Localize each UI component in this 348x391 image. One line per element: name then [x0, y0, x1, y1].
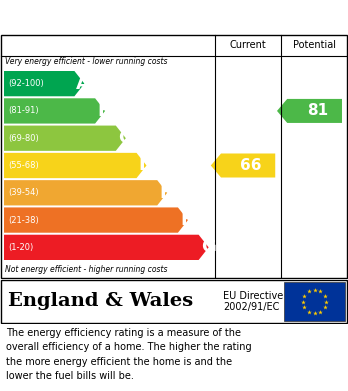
Text: D: D	[139, 156, 153, 174]
Text: Very energy efficient - lower running costs: Very energy efficient - lower running co…	[5, 57, 167, 66]
Text: B: B	[97, 102, 111, 120]
Polygon shape	[4, 208, 188, 233]
Text: (81-91): (81-91)	[8, 106, 39, 115]
Text: EU Directive
2002/91/EC: EU Directive 2002/91/EC	[223, 291, 283, 312]
Text: England & Wales: England & Wales	[8, 292, 193, 310]
Text: F: F	[180, 211, 192, 229]
Text: (55-68): (55-68)	[8, 161, 39, 170]
Text: (1-20): (1-20)	[8, 243, 33, 252]
Polygon shape	[277, 99, 342, 123]
Text: G: G	[201, 239, 215, 256]
Polygon shape	[4, 98, 105, 124]
Text: C: C	[118, 129, 131, 147]
Polygon shape	[4, 153, 147, 178]
Text: The energy efficiency rating is a measure of the
overall efficiency of a home. T: The energy efficiency rating is a measur…	[6, 328, 252, 381]
Text: (69-80): (69-80)	[8, 134, 39, 143]
Polygon shape	[4, 180, 167, 205]
Text: 81: 81	[307, 104, 328, 118]
Text: 66: 66	[240, 158, 262, 173]
Text: (39-54): (39-54)	[8, 188, 39, 197]
Text: Not energy efficient - higher running costs: Not energy efficient - higher running co…	[5, 264, 167, 273]
Polygon shape	[4, 71, 85, 96]
Text: (92-100): (92-100)	[8, 79, 44, 88]
Text: (21-38): (21-38)	[8, 215, 39, 224]
Polygon shape	[4, 235, 209, 260]
Text: A: A	[77, 75, 90, 93]
Text: Potential: Potential	[293, 40, 336, 50]
Text: Current: Current	[230, 40, 267, 50]
Polygon shape	[211, 154, 275, 178]
Polygon shape	[4, 126, 126, 151]
Text: E: E	[159, 184, 172, 202]
Text: Energy Efficiency Rating: Energy Efficiency Rating	[9, 9, 219, 25]
Bar	[284, 282, 345, 321]
